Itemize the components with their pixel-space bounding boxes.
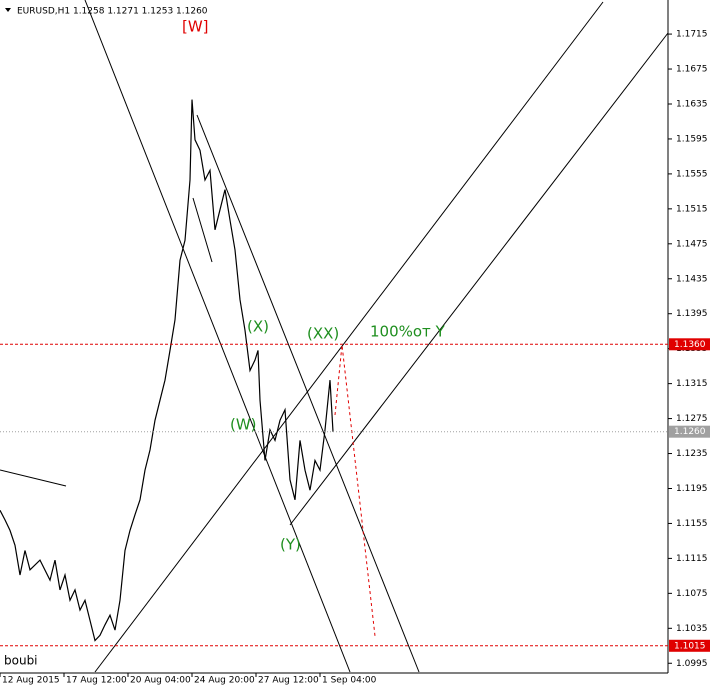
x-tick-label: 12 Aug 2015 [2,676,60,686]
y-tick-label: 1.1195 [676,484,708,494]
y-tick-label: 1.1435 [676,274,708,284]
annotation: (W) [230,416,257,434]
price-level-label: 1.1260 [674,427,706,437]
forecast-line [334,344,376,637]
y-tick-label: 1.1115 [676,554,708,564]
trend-line [196,114,420,673]
price-level-label: 1.1360 [674,340,706,350]
y-tick-label: 1.1595 [676,134,708,144]
y-tick-label: 1.1035 [676,624,708,634]
y-tick-label: 1.1075 [676,589,708,599]
price-level-box [669,425,710,438]
x-tick-label: 24 Aug 20:00 [194,676,255,686]
y-tick-label: 1.0995 [676,659,708,669]
y-tick-label: 1.1315 [676,379,708,389]
x-tick-label: 17 Aug 12:00 [66,676,127,686]
price-level-box [669,338,710,351]
chart-title: EURUSD,H1 1.1258 1.1271 1.1253 1.1260 [17,7,208,17]
y-tick-label: 1.1715 [676,30,708,40]
price-level-box [669,639,710,652]
x-tick-label: 1 Sep 04:00 [322,676,377,686]
x-tick-label: 20 Aug 04:00 [130,676,191,686]
y-tick-label: 1.1395 [676,309,708,319]
menu-arrow [5,8,11,12]
annotation: [W] [182,18,209,36]
annotation: 100%от Y [370,323,446,341]
annotation: (Y) [280,536,301,554]
annotation: boubi [4,654,38,668]
y-tick-label: 1.1275 [676,414,708,424]
price-line [0,99,334,642]
y-tick-label: 1.1155 [676,519,708,529]
price-level-label: 1.1015 [674,641,706,651]
y-tick-label: 1.1475 [676,239,708,249]
trend-line [192,197,213,263]
trend-line [94,1,604,673]
y-tick-label: 1.1635 [676,99,708,109]
y-tick-label: 1.1555 [676,169,708,179]
y-tick-label: 1.1235 [676,449,708,459]
x-tick-label: 27 Aug 12:00 [258,676,319,686]
annotation: (XX) [307,325,339,343]
trend-line [84,0,351,673]
annotation: (X) [247,318,269,336]
y-tick-label: 1.1675 [676,65,708,75]
trend-line [0,469,67,487]
y-tick-label: 1.1515 [676,204,708,214]
